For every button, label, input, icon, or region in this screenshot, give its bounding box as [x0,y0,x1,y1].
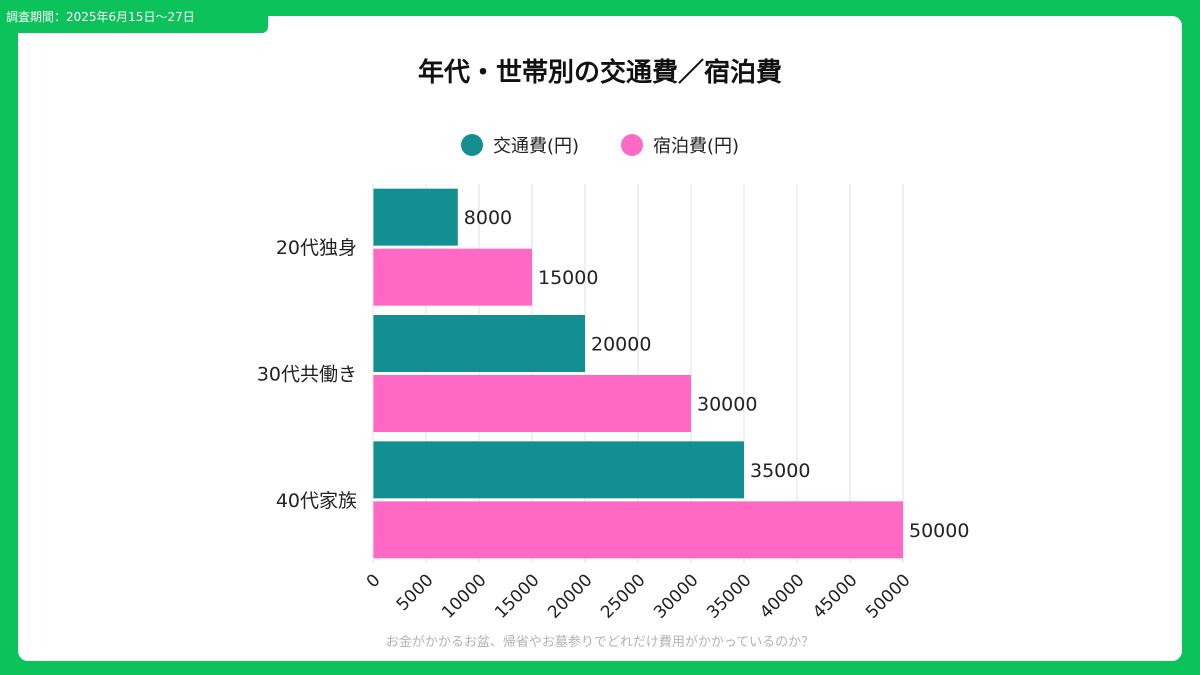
x-tick-label: 35000 [703,570,755,622]
x-tick-label: 45000 [809,570,861,622]
x-tick-label: 30000 [650,570,702,622]
legend-label-transport: 交通費(円) [492,136,579,157]
data-label: 30000 [697,394,757,416]
legend-item-lodging: 宿泊費(円) [621,132,739,158]
survey-period-tab: 調査期間：2025年6月15日～27日 [0,0,268,33]
x-tick-label: 25000 [597,570,649,622]
x-tick-label: 50000 [862,570,914,622]
legend-marker-transport [460,134,483,156]
category-label: 30代共働き [257,364,357,386]
category-label: 20代独身 [276,237,357,259]
chart-legend: 交通費(円) 宿泊費(円) [0,132,1200,158]
data-label: 20000 [591,334,651,356]
category-label: 40代家族 [276,490,357,512]
bar-transport [373,441,744,499]
bar-transport [373,315,585,372]
data-label: 15000 [538,267,598,289]
chart-title: 年代・世帯別の交通費／宿泊費 [417,58,782,88]
x-tick-label: 5000 [393,570,438,615]
x-tick-label: 0 [363,570,385,592]
data-label: 8000 [464,207,512,229]
legend-label-lodging: 宿泊費(円) [653,136,740,157]
bar-lodging [373,248,532,306]
bar-lodging [373,501,903,559]
data-label: 50000 [909,520,969,542]
legend-item-transport: 交通費(円) [460,132,579,158]
x-tick-label: 15000 [491,570,543,622]
x-tick-label: 40000 [756,570,808,622]
x-tick-label: 20000 [544,570,596,622]
data-label: 35000 [750,460,810,482]
footer-caption: お金がかかるお盆、帰省やお墓参りでどれだけ費用がかかっているのか？ [385,635,815,650]
legend-marker-lodging [621,134,643,156]
x-tick-label: 10000 [438,570,490,622]
bar-transport [373,188,458,246]
bar-lodging [373,375,691,432]
survey-period-text: 調査期間：2025年6月15日～27日 [6,10,195,24]
